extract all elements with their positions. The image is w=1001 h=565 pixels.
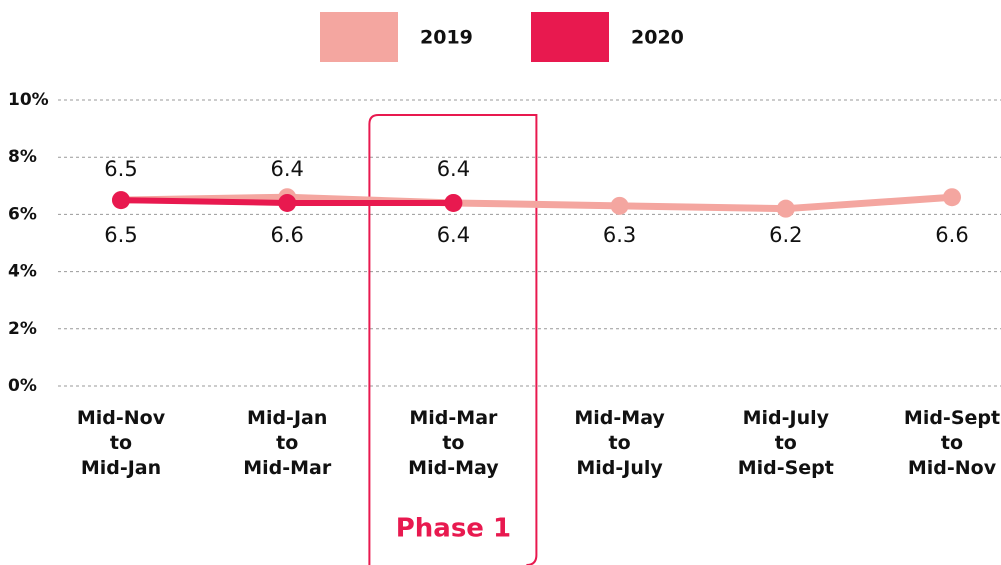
y-tick-label: 6% bbox=[8, 204, 37, 224]
y-tick-label: 0% bbox=[8, 376, 37, 396]
legend-swatch bbox=[531, 12, 609, 62]
phase-box bbox=[368, 114, 538, 565]
y-tick-label: 10% bbox=[8, 90, 49, 110]
value-label: 6.6 bbox=[270, 223, 303, 247]
point bbox=[112, 191, 130, 210]
y-tick-label: 8% bbox=[8, 147, 37, 167]
x-tick-label: Mid-Sept to Mid-Nov bbox=[904, 407, 1000, 479]
point bbox=[278, 193, 297, 212]
value-label: 6.3 bbox=[603, 223, 636, 247]
value-label: 6.4 bbox=[437, 223, 470, 247]
legend-swatch bbox=[320, 12, 398, 62]
point bbox=[610, 196, 629, 215]
legend-label: 2019 bbox=[420, 27, 473, 49]
annotation: Phase 1 bbox=[396, 514, 511, 544]
x-tick-label: Mid-Jan to Mid-Mar bbox=[243, 407, 332, 479]
value-label: 6.5 bbox=[104, 157, 137, 181]
point bbox=[776, 199, 795, 218]
value-label: 6.2 bbox=[769, 223, 802, 247]
y-tick-label: 4% bbox=[8, 262, 37, 282]
x-tick-label: Mid-Mar to Mid-May bbox=[408, 407, 499, 479]
value-label: 6.6 bbox=[935, 223, 968, 247]
y-tick-label: 2% bbox=[8, 319, 37, 339]
series-line bbox=[120, 193, 953, 213]
value-label: 6.5 bbox=[104, 223, 137, 247]
point bbox=[444, 193, 463, 212]
value-label: 6.4 bbox=[437, 157, 470, 181]
x-tick-label: Mid-July to Mid-Sept bbox=[738, 407, 834, 479]
value-label: 6.4 bbox=[270, 157, 303, 181]
point bbox=[943, 188, 961, 207]
legend-label: 2020 bbox=[631, 27, 684, 49]
x-tick-label: Mid-May to Mid-July bbox=[574, 407, 665, 479]
x-tick-label: Mid-Nov to Mid-Jan bbox=[77, 407, 166, 479]
